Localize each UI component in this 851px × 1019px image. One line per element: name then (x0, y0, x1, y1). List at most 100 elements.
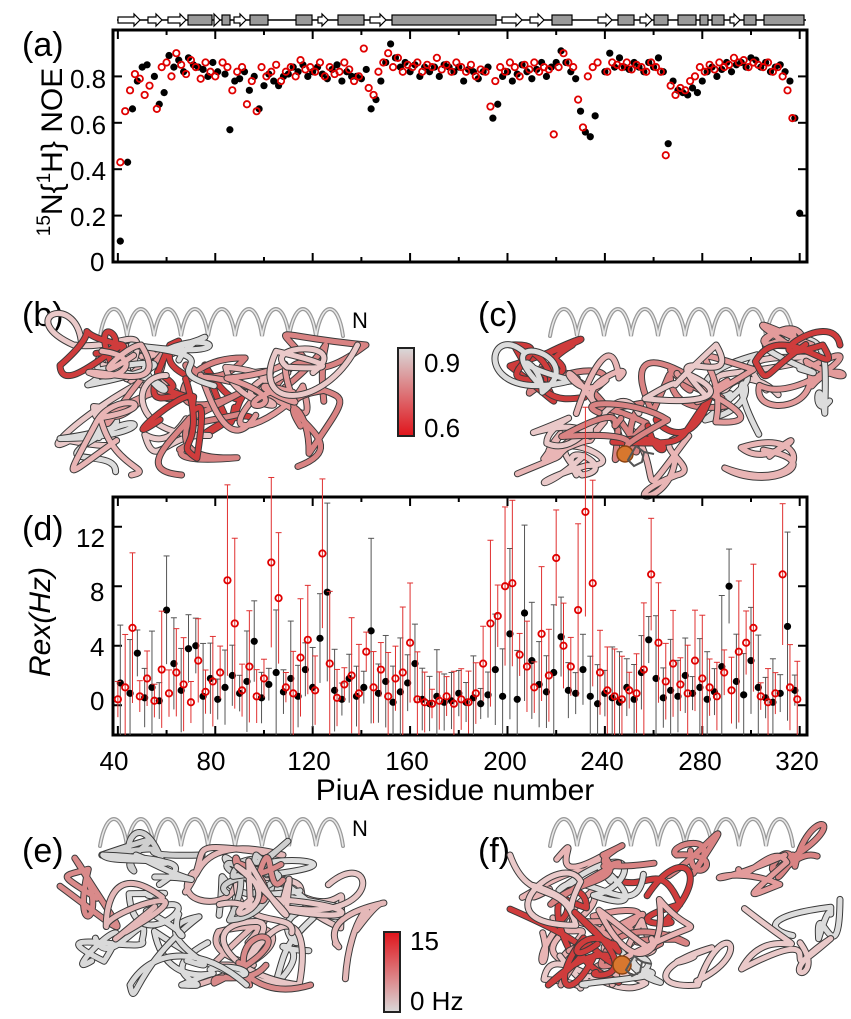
data-point-black (455, 689, 463, 697)
data-point-red (729, 53, 739, 62)
data-point-black (362, 65, 370, 74)
data-point-red (179, 680, 188, 689)
data-point-red (437, 65, 446, 74)
data-point-black (170, 660, 178, 668)
data-point-red (252, 107, 261, 116)
data-point-red (686, 76, 695, 86)
data-point-black (265, 680, 273, 689)
helix-block (653, 14, 669, 26)
noe-ytick-label: 0.8 (70, 64, 106, 94)
rex-x-axis-title: PiuA residue number (316, 774, 595, 807)
data-point-black (508, 77, 516, 85)
data-point-red (121, 683, 130, 692)
ribbon-segment (722, 438, 796, 480)
ribbon-segment (566, 353, 626, 416)
helix-block (391, 14, 497, 26)
strand-arrow (233, 12, 247, 28)
data-point-red (208, 677, 217, 686)
data-point-red (763, 58, 773, 67)
data-point-red (340, 58, 349, 67)
data-point-red (135, 692, 144, 701)
data-point-red (276, 76, 286, 86)
data-point-red (181, 69, 191, 79)
data-point-black (696, 683, 704, 692)
data-point-red (362, 647, 371, 656)
helix-block (295, 14, 313, 26)
strand-arrow (729, 12, 741, 28)
data-point-red (318, 549, 327, 558)
data-point-black (576, 107, 585, 115)
data-point-red (384, 49, 393, 58)
data-point-black (606, 49, 614, 57)
data-point-red (603, 686, 612, 695)
data-point-black (170, 63, 178, 71)
data-point-red (420, 698, 429, 707)
data-point-red (520, 60, 529, 69)
noe-ytick-label: 0 (90, 247, 104, 277)
data-point-red (637, 63, 646, 72)
data-point-black (747, 657, 755, 665)
ligand-sticks (626, 444, 655, 468)
data-point-red (535, 67, 544, 76)
data-point-red (177, 60, 186, 69)
data-point-red (376, 665, 385, 674)
data-point-black (754, 683, 762, 692)
ribbon-segment (739, 906, 834, 975)
data-point-red (286, 63, 295, 72)
data-point-black (221, 70, 229, 78)
data-point-black (435, 72, 443, 80)
data-point-red (654, 638, 663, 647)
data-point-red (668, 659, 678, 668)
data-point-red (681, 86, 690, 95)
data-point-red (449, 699, 459, 708)
data-point-red (559, 49, 568, 58)
data-point-red (583, 72, 592, 81)
data-point-red (157, 63, 166, 72)
data-point-black (260, 82, 268, 90)
ribbon-segment (642, 342, 725, 404)
data-point-black (528, 657, 536, 665)
noe-legend-low: 0.6 (424, 413, 460, 443)
data-point-red (712, 692, 722, 701)
data-point-red (245, 662, 254, 671)
helix-block (711, 14, 725, 26)
secondary-structure-track (117, 12, 806, 28)
data-point-red (230, 619, 239, 628)
data-point-red (315, 58, 325, 67)
data-point-red (405, 638, 415, 647)
ribbon-segment (127, 914, 249, 996)
data-point-black (740, 691, 748, 699)
data-point-red (162, 58, 171, 67)
data-point-black (667, 686, 675, 694)
rex-ytick-label: 8 (90, 577, 104, 607)
rex-gradient-bar (383, 931, 401, 1013)
helix-block (249, 14, 269, 26)
data-point-red (128, 623, 137, 633)
data-point-red (617, 63, 627, 72)
data-point-red (291, 72, 300, 81)
data-point-black (718, 662, 726, 671)
data-point-red (201, 58, 210, 67)
data-point-red (379, 58, 388, 67)
data-point-black (572, 689, 580, 697)
data-point-black (387, 40, 395, 48)
ribbon-segment (86, 342, 152, 379)
data-point-red (223, 576, 232, 585)
ribbon-segment (639, 360, 732, 415)
data-point-black (615, 54, 624, 62)
data-point-black (287, 674, 295, 683)
ribbon-segment (216, 858, 289, 918)
data-point-red (325, 63, 334, 72)
helix-block (187, 14, 213, 26)
data-point-red (720, 668, 729, 677)
data-point-black (338, 77, 346, 85)
n-terminus-label: N (352, 816, 368, 841)
data-point-red (656, 67, 665, 76)
data-point-red (690, 656, 700, 665)
data-point-black (557, 633, 565, 641)
data-point-black (243, 677, 251, 686)
data-point-red (140, 90, 149, 100)
noe-legend-high: 0.9 (424, 348, 460, 378)
ribbon-segment (100, 852, 194, 887)
data-point-red (384, 692, 393, 701)
